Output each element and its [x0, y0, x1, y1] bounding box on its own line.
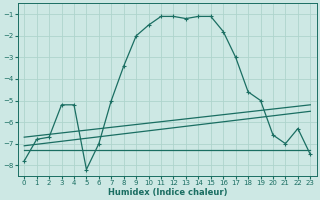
X-axis label: Humidex (Indice chaleur): Humidex (Indice chaleur): [108, 188, 227, 197]
